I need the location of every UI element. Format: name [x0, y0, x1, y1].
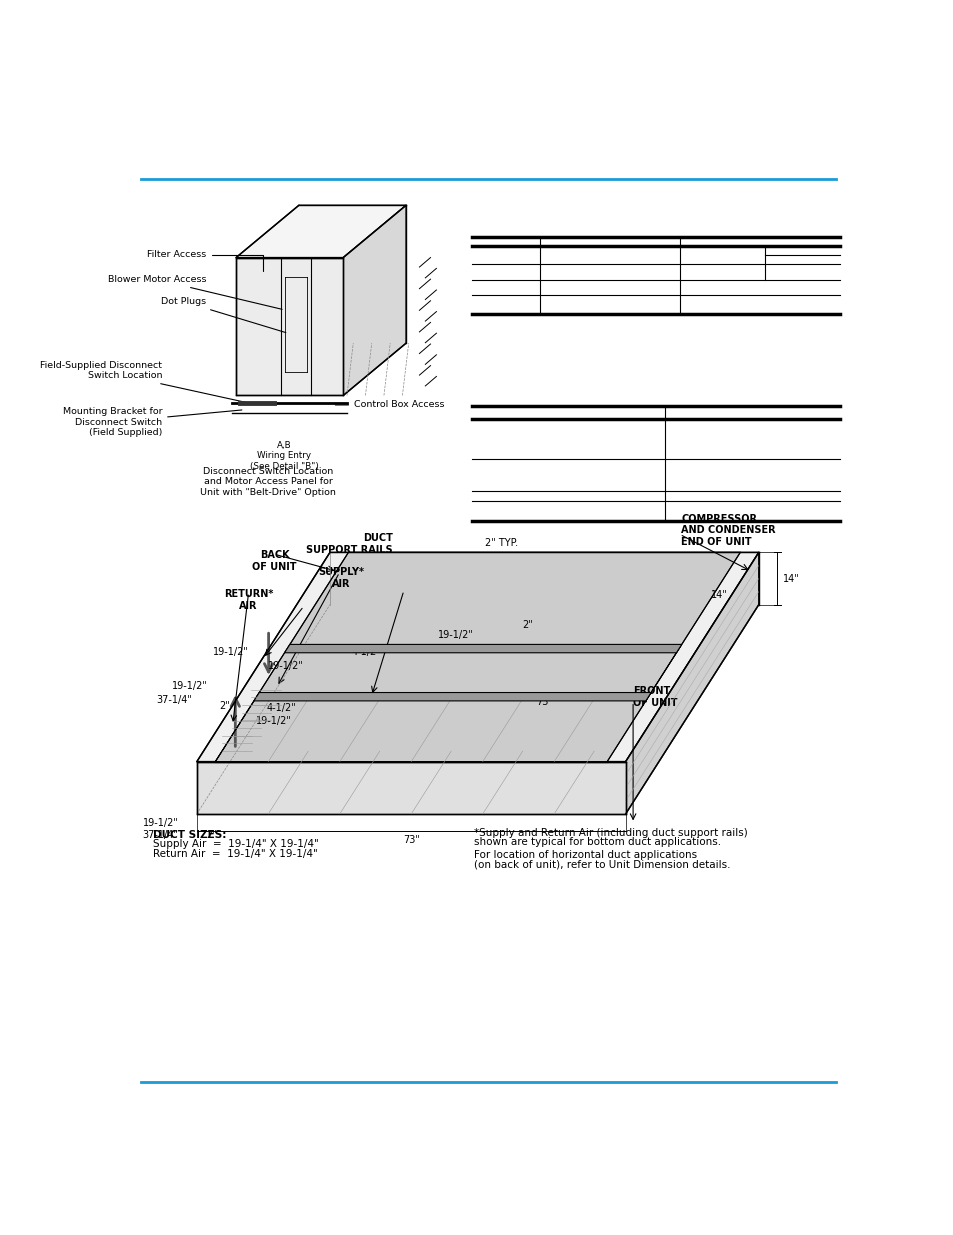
Text: DUCT SIZES:: DUCT SIZES:: [152, 830, 226, 840]
Text: 37-1/4": 37-1/4": [156, 695, 192, 705]
Text: DUCT
SUPPORT RAILS: DUCT SUPPORT RAILS: [306, 534, 393, 555]
Text: 19-1/2": 19-1/2": [437, 630, 473, 640]
Polygon shape: [235, 258, 343, 395]
Text: A,B
Wiring Entry
(See Detail "B"): A,B Wiring Entry (See Detail "B"): [250, 441, 318, 471]
Text: Blower Motor Access: Blower Motor Access: [108, 275, 282, 309]
Polygon shape: [284, 645, 681, 653]
Text: shown are typical for bottom duct applications.: shown are typical for bottom duct applic…: [474, 837, 720, 847]
Text: SUPPLY*
AIR: SUPPLY* AIR: [317, 567, 364, 589]
Text: COMPRESSOR
AND CONDENSER
END OF UNIT: COMPRESSOR AND CONDENSER END OF UNIT: [680, 514, 775, 547]
Text: (on back of unit), refer to Unit Dimension details.: (on back of unit), refer to Unit Dimensi…: [474, 860, 730, 869]
Polygon shape: [215, 693, 259, 762]
Polygon shape: [196, 552, 758, 762]
Text: Mounting Bracket for
Disconnect Switch
(Field Supplied): Mounting Bracket for Disconnect Switch (…: [63, 408, 242, 437]
Text: 4-1/2": 4-1/2": [266, 703, 295, 714]
Text: Filter Access: Filter Access: [147, 251, 263, 272]
Text: Field-Supplied Disconnect
Switch Location: Field-Supplied Disconnect Switch Locatio…: [40, 361, 246, 403]
Text: 4-1/2": 4-1/2": [352, 647, 381, 657]
Text: 73": 73": [536, 697, 552, 706]
Text: 19-1/2": 19-1/2": [142, 819, 178, 829]
Text: Disconnect Switch Location
and Motor Access Panel for
Unit with "Belt-Drive" Opt: Disconnect Switch Location and Motor Acc…: [200, 467, 335, 496]
Text: 19-1/2": 19-1/2": [213, 647, 249, 657]
Text: FRONT
OF UNIT: FRONT OF UNIT: [633, 687, 677, 708]
Text: *Supply and Return Air (including duct support rails): *Supply and Return Air (including duct s…: [474, 827, 747, 837]
Polygon shape: [253, 693, 651, 701]
Polygon shape: [625, 552, 758, 814]
Text: 19-1/2": 19-1/2": [268, 662, 303, 672]
Text: Control Box Access: Control Box Access: [335, 400, 444, 410]
Text: 14": 14": [710, 590, 727, 600]
Text: Dot Plugs: Dot Plugs: [161, 298, 286, 332]
Polygon shape: [645, 645, 681, 701]
Text: For location of horizontal duct applications: For location of horizontal duct applicat…: [474, 850, 697, 860]
Polygon shape: [343, 205, 406, 395]
Text: 2": 2": [521, 620, 533, 630]
Polygon shape: [196, 762, 625, 814]
Text: 73": 73": [402, 836, 419, 846]
Text: 19-1/2": 19-1/2": [172, 682, 207, 692]
Text: 14": 14": [782, 573, 800, 583]
Text: RETURN*
AIR: RETURN* AIR: [224, 589, 274, 610]
Text: 2" TYP.: 2" TYP.: [485, 538, 517, 548]
Text: 37-1/4": 37-1/4": [142, 830, 178, 840]
Text: 19-1/2": 19-1/2": [255, 715, 292, 726]
Text: 2": 2": [219, 701, 230, 711]
Text: 2": 2": [206, 830, 216, 840]
Polygon shape: [215, 552, 740, 762]
Polygon shape: [235, 205, 406, 258]
Text: Return Air  =  19-1/4" X 19-1/4": Return Air = 19-1/4" X 19-1/4": [152, 848, 317, 858]
Text: Supply Air  =  19-1/4" X 19-1/4": Supply Air = 19-1/4" X 19-1/4": [152, 840, 318, 850]
Text: BACK
OF UNIT: BACK OF UNIT: [252, 550, 296, 572]
